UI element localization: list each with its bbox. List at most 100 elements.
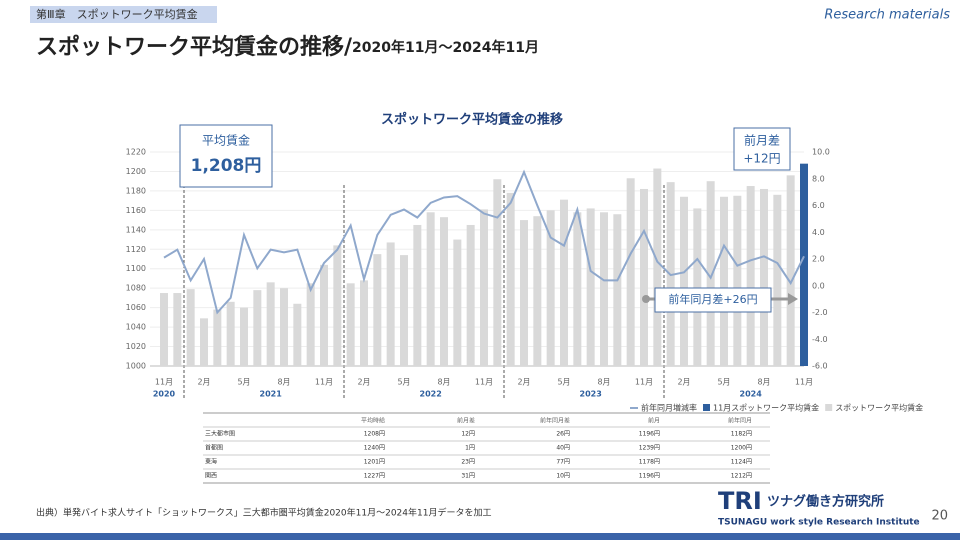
bar bbox=[453, 239, 462, 366]
legend-label: スポットワーク平均賃金 bbox=[835, 403, 923, 413]
bar bbox=[773, 194, 782, 366]
y2-tick-label: 8.0 bbox=[812, 174, 825, 183]
x-tick-label: 2月 bbox=[677, 378, 690, 387]
source: 出典）単発バイト求人サイト「ショットワークス」三大都市圏平均賃金2020年11月… bbox=[36, 507, 491, 519]
bar bbox=[746, 186, 755, 366]
y2-tick-label: 4.0 bbox=[812, 228, 825, 237]
bar bbox=[240, 307, 248, 366]
chart-title: スポットワーク平均賃金の推移 bbox=[381, 112, 563, 128]
x-tick-label: 11月 bbox=[155, 378, 173, 387]
bar bbox=[306, 283, 315, 366]
bar bbox=[333, 245, 342, 366]
table-cell: 26円 bbox=[556, 431, 570, 438]
table-header: 前年同月 bbox=[728, 417, 752, 425]
table-cell: 1201円 bbox=[364, 459, 385, 466]
table-header: 平均時給 bbox=[361, 417, 385, 425]
y2-tick-label: 0.0 bbox=[812, 281, 825, 290]
bar bbox=[426, 212, 435, 366]
x-tick-label: 8月 bbox=[437, 378, 450, 387]
x-tick-label: 8月 bbox=[277, 378, 290, 387]
table-cell: 1124円 bbox=[731, 459, 752, 466]
bar bbox=[506, 192, 515, 366]
y-tick-label: 1220 bbox=[126, 148, 146, 157]
table-cell: 1212円 bbox=[731, 473, 752, 480]
table-header: 前月差 bbox=[457, 417, 475, 425]
x-tick-label: 5月 bbox=[557, 378, 570, 387]
avg-value: 1,208円 bbox=[191, 156, 262, 176]
table-cell: 1227円 bbox=[364, 473, 385, 480]
y2-tick-label: -4.0 bbox=[812, 335, 828, 344]
year-label: 2023 bbox=[580, 390, 602, 399]
y-tick-label: 1120 bbox=[126, 245, 146, 254]
table-cell: 1196円 bbox=[639, 473, 660, 480]
table-cell: 関西 bbox=[205, 473, 217, 480]
y-tick-label: 1140 bbox=[126, 225, 146, 234]
y-tick-label: 1060 bbox=[126, 303, 146, 312]
table-cell: 首都圏 bbox=[205, 444, 223, 452]
bar bbox=[320, 264, 328, 366]
x-tick-label: 2月 bbox=[357, 378, 370, 387]
mom-value: +12円 bbox=[743, 152, 780, 166]
logo-jp: ツナグ働き方研究所 bbox=[767, 494, 884, 510]
bar bbox=[293, 303, 302, 366]
bar bbox=[280, 288, 288, 366]
x-tick-label: 2月 bbox=[197, 378, 210, 387]
y-tick-label: 1000 bbox=[126, 362, 146, 371]
table-cell: 1円 bbox=[465, 445, 475, 452]
x-tick-label: 11月 bbox=[635, 378, 653, 387]
page-number: 20 bbox=[931, 509, 948, 524]
x-tick-label: 5月 bbox=[237, 378, 250, 387]
table-cell: 1200円 bbox=[731, 445, 752, 452]
bar bbox=[706, 181, 715, 366]
legend-label: 前年同月増減率 bbox=[641, 403, 697, 413]
yoy-box bbox=[654, 287, 772, 313]
tag: Research materials bbox=[824, 8, 950, 23]
bar bbox=[786, 175, 795, 366]
y2-tick-label: -6.0 bbox=[812, 362, 828, 371]
bar bbox=[560, 199, 568, 366]
bar bbox=[400, 255, 408, 366]
year-label: 2024 bbox=[740, 390, 763, 399]
chapter: 第Ⅲ章 スポットワーク平均賃金 bbox=[36, 7, 198, 21]
y-tick-label: 1180 bbox=[126, 186, 146, 195]
logo: TRI bbox=[718, 487, 762, 515]
bar bbox=[546, 210, 555, 366]
bar bbox=[266, 282, 275, 366]
yoy-label: 前年同月差+26円 bbox=[668, 292, 757, 306]
x-tick-label: 8月 bbox=[597, 378, 610, 387]
x-tick-label: 2月 bbox=[517, 378, 530, 387]
table-cell: 1208円 bbox=[364, 431, 385, 438]
bar bbox=[693, 208, 702, 366]
table-cell: 1240円 bbox=[364, 445, 385, 452]
bar bbox=[253, 290, 262, 366]
title: スポットワーク平均賃金の推移/2020年11月～2024年11月 bbox=[36, 34, 539, 60]
bar bbox=[360, 280, 368, 366]
table-cell: 東海 bbox=[205, 458, 217, 466]
x-tick-label: 11月 bbox=[315, 378, 333, 387]
y-tick-label: 1040 bbox=[126, 323, 146, 332]
bar bbox=[200, 318, 208, 366]
y2-tick-label: 2.0 bbox=[812, 255, 825, 264]
logo-en: TSUNAGU work style Research Institute bbox=[718, 518, 920, 528]
bar bbox=[173, 293, 182, 366]
title-period: 2020年11月～2024年11月 bbox=[352, 39, 539, 56]
table-cell: 1239円 bbox=[639, 445, 660, 452]
y-tick-label: 1200 bbox=[126, 167, 146, 176]
bar bbox=[800, 163, 808, 366]
table-cell: 1196円 bbox=[639, 431, 660, 438]
title-main: スポットワーク平均賃金の推移/ bbox=[36, 34, 353, 60]
year-label: 2020 bbox=[153, 390, 176, 399]
x-tick-label: 5月 bbox=[397, 378, 410, 387]
bar bbox=[520, 220, 528, 366]
bar bbox=[160, 293, 168, 366]
bar bbox=[680, 196, 688, 366]
x-tick-label: 8月 bbox=[757, 378, 770, 387]
bar bbox=[186, 289, 195, 366]
legend-swatch bbox=[825, 404, 833, 411]
year-label: 2022 bbox=[420, 390, 442, 399]
legend: 前年同月増減率 11月スポットワーク平均賃金 スポットワーク平均賃金 bbox=[630, 403, 923, 413]
bar bbox=[613, 214, 622, 366]
table-cell: 23円 bbox=[461, 459, 475, 466]
